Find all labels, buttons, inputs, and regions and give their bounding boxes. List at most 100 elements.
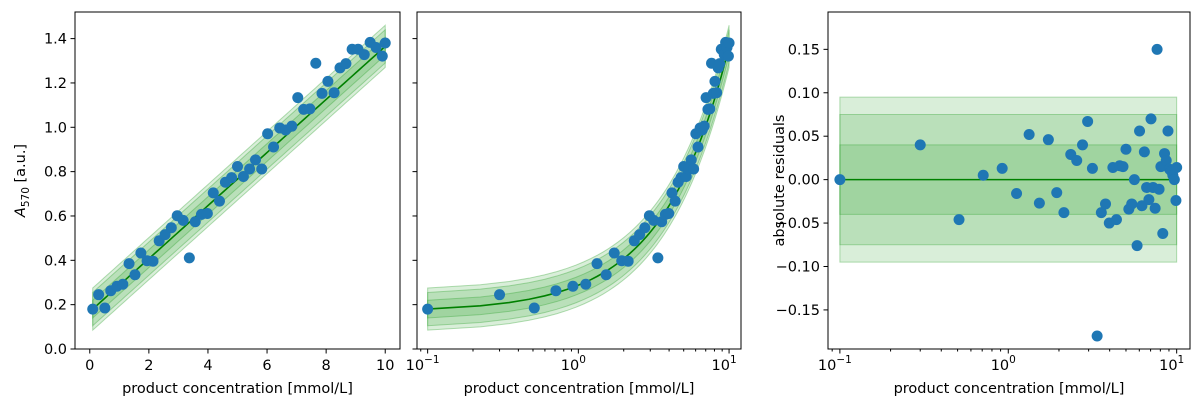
data-point [183, 252, 195, 264]
data-point [1086, 162, 1098, 174]
data-point [328, 87, 340, 99]
y-tick-label: −0.10 [776, 259, 820, 275]
data-point [1168, 174, 1180, 186]
data-point [165, 222, 177, 234]
data-point [379, 37, 391, 49]
data-point [709, 75, 721, 87]
data-point [1110, 214, 1122, 226]
y-tick-label: 0.00 [788, 173, 820, 189]
data-point [316, 87, 328, 99]
y-tick-label: 0.6 [44, 209, 67, 225]
data-point [996, 162, 1008, 174]
data-point [1120, 143, 1132, 155]
data-point [977, 169, 989, 181]
axes-frame [827, 11, 1191, 350]
y-axis-label: absolute residuals [772, 115, 788, 247]
data-point [723, 37, 735, 49]
y-tick-label: −0.05 [776, 216, 820, 232]
data-point [262, 128, 274, 140]
data-point [698, 120, 710, 132]
x-tick-label: 10−1 [406, 354, 440, 374]
data-point [340, 58, 352, 70]
data-point [1171, 161, 1183, 173]
data-point [232, 161, 243, 173]
plot-area [834, 43, 1183, 342]
data-point [135, 247, 147, 259]
data-point [422, 303, 434, 315]
data-point [1157, 227, 1169, 239]
data-point [1095, 207, 1107, 219]
axes-frame [416, 11, 742, 350]
data-point [704, 103, 716, 115]
data-point [1042, 134, 1054, 146]
axes-frame [74, 11, 401, 350]
data-point [1143, 194, 1155, 206]
data-point [322, 75, 334, 87]
x-axis-label: product concentration [mmol/L] [122, 381, 353, 397]
data-point [292, 92, 304, 104]
data-point [1011, 188, 1023, 200]
y-tick-label: 0.05 [788, 129, 820, 145]
data-point [834, 174, 846, 186]
data-point [226, 172, 238, 184]
x-tick-label: 100 [561, 354, 586, 374]
x-tick-label: 10 [376, 358, 394, 374]
data-point [494, 289, 506, 301]
data-point [692, 141, 704, 153]
data-point [1033, 197, 1045, 209]
data-point [580, 278, 592, 290]
data-point [256, 163, 268, 175]
data-point [1082, 115, 1094, 127]
y-tick-label: 1.0 [44, 120, 67, 136]
data-point [1100, 198, 1112, 210]
data-point [722, 50, 734, 62]
data-point [99, 302, 111, 314]
y-axis-label: A570 [a.u.] [13, 144, 32, 218]
x-tick-label: 8 [322, 358, 331, 374]
data-point [250, 154, 262, 166]
data-point [714, 58, 726, 70]
data-point [1131, 240, 1143, 252]
data-point [711, 87, 723, 99]
plot-area [87, 24, 391, 332]
data-point [201, 208, 213, 220]
data-point [93, 289, 105, 301]
x-tick-label: 101 [711, 354, 736, 374]
data-point [688, 163, 700, 175]
data-point [1128, 174, 1140, 186]
data-point [608, 247, 620, 259]
x-tick-label: 6 [262, 358, 271, 374]
data-point [914, 139, 926, 151]
data-point [117, 278, 129, 290]
data-point [1071, 155, 1083, 167]
data-point [370, 41, 382, 53]
data-point [1134, 125, 1146, 137]
y-tick-label: 0.4 [44, 253, 67, 269]
x-tick-label: 10−1 [818, 354, 852, 374]
y-tick-label: 0.2 [44, 298, 67, 314]
y-tick-label: 1.2 [44, 76, 67, 92]
data-point [244, 163, 256, 175]
x-axis-label: product concentration [mmol/L] [464, 381, 695, 397]
data-point [1077, 139, 1089, 151]
linear-fit-panel: 0 2 4 6 8 10 0.0 0.2 0.4 0.6 0.8 1.0 1.2 1.4 product c… [13, 11, 401, 397]
data-point [213, 195, 225, 207]
x-tick-label: 0 [85, 358, 94, 374]
y-tick-label: 0.0 [44, 342, 67, 358]
data-point [1160, 155, 1172, 167]
data-point [268, 141, 280, 153]
data-point [1058, 207, 1070, 219]
data-point [358, 49, 370, 61]
data-point [652, 252, 664, 264]
x-tick-label: 4 [203, 358, 212, 374]
data-point [376, 50, 388, 62]
data-point [622, 255, 634, 267]
log-fit-panel: 10−1 100 101 product concentration [mmol/L] [406, 11, 742, 397]
data-point [207, 187, 219, 199]
data-point [1145, 113, 1157, 125]
data-point [567, 280, 579, 292]
data-point [129, 269, 141, 281]
y-tick-label: 0.8 [44, 165, 67, 181]
data-point [1149, 202, 1161, 214]
